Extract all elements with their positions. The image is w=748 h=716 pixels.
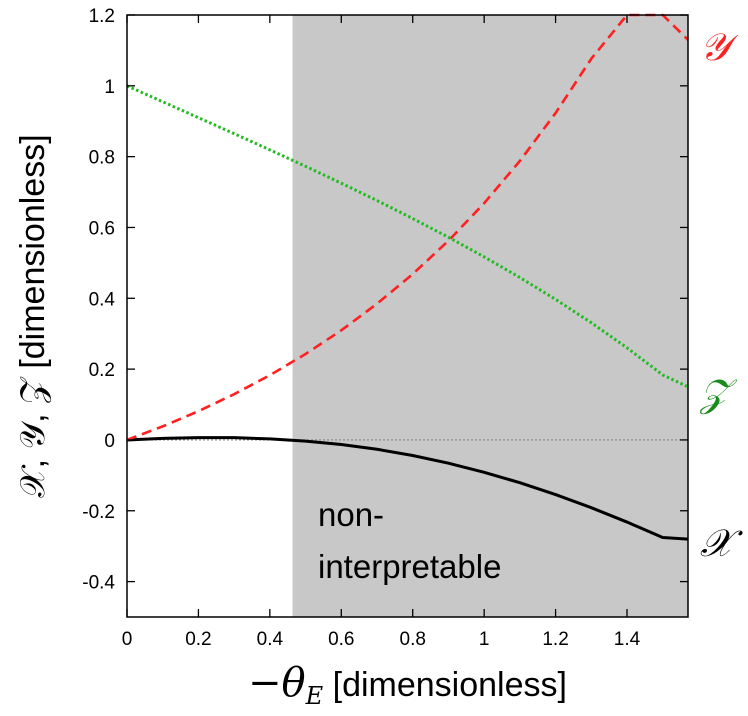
x-tick-label: 0 — [122, 629, 133, 650]
y-tick-label: 0.4 — [89, 289, 116, 310]
y-axis-title: 𝒳, 𝒴, 𝒵 [dimensionless] — [14, 134, 52, 497]
x-axis-title-symbol: −θ — [248, 660, 306, 706]
x-axis-title-subscript: E — [305, 682, 324, 710]
y-tick-label: 0 — [104, 431, 115, 452]
x-tick-label: 0.8 — [400, 629, 426, 650]
x-tick-label: 0.2 — [185, 629, 211, 650]
series-line-0 — [126, 436, 689, 541]
ticks-layer: 0 0.2 0.4 0.6 0.8 1 1.2 1.4 -0.4 -0.2 0 0.2 0.4 0.6 0.… — [82, 6, 688, 650]
shaded-label-line2: interpretable — [318, 548, 501, 585]
series-line-2 — [126, 84, 689, 389]
plot-frame — [126, 14, 689, 618]
x-tick-label: 1.2 — [542, 629, 568, 650]
y-tick-label: 0.6 — [89, 218, 115, 239]
y-tick-label: 1 — [104, 77, 115, 98]
x-axis-title-unit: [dimensionless] — [323, 666, 567, 704]
shaded-label-line1: non- — [318, 496, 384, 533]
x-axis-title: −θE [dimensionless] — [248, 660, 567, 710]
x-tick-label: 0.4 — [257, 629, 284, 650]
y-tick-label: 1.2 — [89, 6, 115, 27]
y-tick-label: -0.2 — [82, 502, 115, 523]
y-tick-label: 0.2 — [89, 360, 115, 381]
y-tick-label: 0.8 — [89, 148, 115, 169]
series-line-1 — [126, 13, 689, 442]
x-tick-label: 0.6 — [328, 629, 354, 650]
series-layer — [126, 13, 689, 541]
y-tick-label: -0.4 — [82, 573, 115, 594]
x-tick-label: 1.4 — [614, 629, 641, 650]
x-tick-label: 1 — [479, 629, 490, 650]
